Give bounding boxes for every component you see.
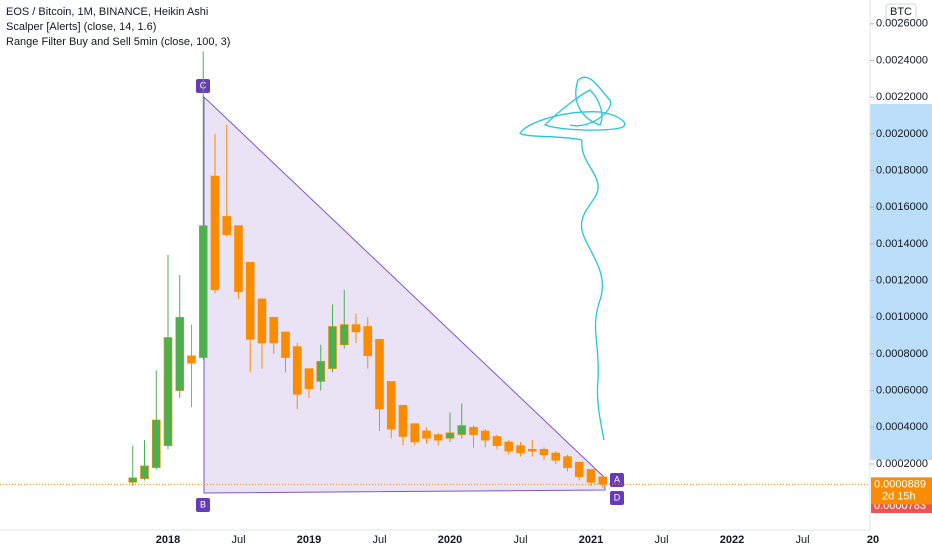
point-marker: [196, 498, 210, 512]
x-tick-label: 20: [867, 534, 879, 546]
axis-highlight: [870, 104, 932, 460]
candle-body: [328, 326, 337, 369]
candle-body: [245, 261, 255, 340]
x-tick-label: 2019: [297, 534, 321, 546]
candle-body: [210, 175, 220, 291]
candle-body: [151, 419, 161, 468]
y-tick-label: 0.0016000: [876, 201, 928, 213]
candle-body: [292, 346, 302, 395]
y-tick-label: 0.0022000: [876, 91, 928, 103]
x-tick-label: 2022: [720, 534, 744, 546]
candle-body: [316, 360, 326, 382]
candle-body: [351, 324, 361, 333]
candle-body: [375, 338, 384, 410]
y-tick-label: 0.0002000: [876, 458, 928, 470]
candle-body: [492, 436, 502, 446]
candle-body: [586, 469, 596, 483]
candle-body: [574, 461, 584, 478]
candle-body: [140, 465, 149, 479]
indicator-label: Range Filter Buy and Sell 5min (close, 1…: [6, 36, 230, 48]
candle-body: [363, 326, 373, 357]
x-tick-label: 2021: [579, 534, 603, 546]
countdown-label: 2d 15h: [882, 490, 916, 502]
y-tick-label: 0.0018000: [876, 164, 928, 176]
candle-body: [469, 427, 478, 435]
x-tick-label: Jul: [513, 534, 527, 546]
candle-body: [516, 445, 525, 454]
y-tick-label: 0.0006000: [876, 385, 928, 397]
y-tick-label: 0.0024000: [876, 54, 928, 66]
candle-body: [187, 355, 196, 364]
y-tick-label: 0.0012000: [876, 274, 928, 286]
currency-badge[interactable]: [885, 3, 917, 21]
x-tick-label: Jul: [654, 534, 668, 546]
candle-body: [339, 324, 349, 346]
candle-body: [198, 225, 208, 358]
candle-body: [386, 381, 396, 430]
candle-body: [234, 225, 243, 292]
y-tick-label: 0.0014000: [876, 238, 928, 250]
indicator-label: Scalper [Alerts] (close, 14, 1.6): [6, 21, 156, 33]
last-price-label: 0.0000889: [874, 478, 926, 490]
candle-body: [175, 316, 185, 391]
candle-body: [422, 430, 431, 439]
candle-body: [398, 404, 408, 437]
y-tick-label: 0.0004000: [876, 421, 928, 433]
x-tick-label: 2020: [438, 534, 462, 546]
candle-body: [480, 430, 490, 441]
candle-body: [128, 477, 138, 483]
point-marker: [610, 491, 624, 505]
triangle-drawing: [203, 95, 606, 494]
candle-body: [433, 434, 443, 441]
x-tick-label: Jul: [372, 534, 386, 546]
point-label: B: [200, 499, 206, 509]
candle-body: [281, 331, 290, 358]
candle-body: [163, 337, 173, 446]
currency-label: BTC: [890, 6, 912, 18]
candle-body: [539, 449, 549, 456]
candle-body: [598, 476, 608, 485]
candle-body: [551, 452, 561, 461]
y-tick-label: 0.0010000: [876, 311, 928, 323]
point-label: A: [614, 474, 620, 484]
candle-body: [269, 316, 279, 344]
candle-body: [445, 432, 455, 439]
candle-body: [304, 368, 314, 390]
y-tick-label: 0.0008000: [876, 348, 928, 360]
candle-body: [410, 423, 420, 443]
chart-title: EOS / Bitcoin, 1M, BINANCE, Heikin Ashi: [6, 6, 208, 18]
candle-body: [222, 216, 232, 236]
candle-body: [527, 449, 537, 452]
y-tick-label: 0.0026000: [876, 18, 928, 30]
y-tick-label: 0.0020000: [876, 128, 928, 140]
x-tick-label: Jul: [231, 534, 245, 546]
candle-body: [563, 456, 572, 468]
candle-body: [257, 298, 267, 344]
last-price-box: [871, 477, 932, 505]
x-tick-label: Jul: [795, 534, 809, 546]
point-marker: [610, 473, 624, 487]
freehand-drawing: [519, 76, 626, 441]
x-tick-label: 2018: [156, 534, 180, 546]
candle-body: [504, 441, 514, 452]
candle-body: [457, 425, 467, 435]
point-label: D: [614, 492, 621, 502]
